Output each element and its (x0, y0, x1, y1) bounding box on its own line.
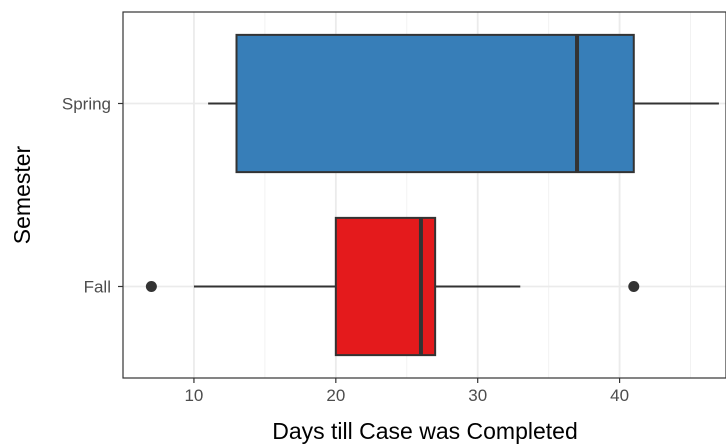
x-tick-label: 40 (610, 386, 629, 405)
y-tick-label: Spring (62, 95, 111, 114)
fall-outlier (145, 281, 157, 292)
fall-boxplot (145, 216, 640, 357)
plot-panel-border (122, 11, 726, 379)
y-tick-label: Fall (84, 278, 111, 297)
x-tick-label: 20 (326, 386, 345, 405)
fall-box (334, 216, 437, 357)
y-axis-title: Semester (9, 145, 35, 244)
axes: 10 20 30 40 Fall Spring (62, 95, 629, 406)
x-tick-label: 30 (468, 386, 487, 405)
spring-boxplot (208, 33, 719, 174)
fall-outlier (628, 281, 640, 292)
boxplots (145, 33, 719, 357)
x-tick-label: 10 (184, 386, 203, 405)
spring-box (235, 33, 635, 174)
x-axis-title: Days till Case was Completed (272, 418, 578, 444)
